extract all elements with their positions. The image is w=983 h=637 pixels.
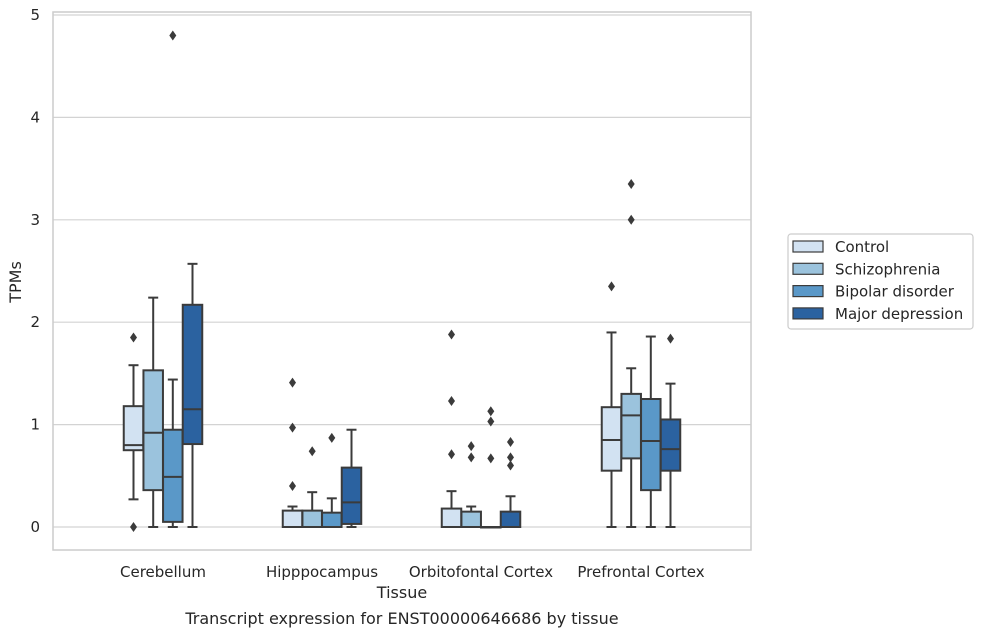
legend: Control Schizophrenia Bipolar disorder Majo… xyxy=(787,233,974,330)
legend-swatch xyxy=(792,262,824,275)
iqr-box xyxy=(301,509,323,528)
iqr-box xyxy=(142,369,164,492)
iqr-box xyxy=(281,509,304,528)
outlier-marker xyxy=(289,422,296,433)
iqr-box xyxy=(499,510,522,529)
iqr-box xyxy=(659,418,682,472)
y-tick-label: 5 xyxy=(30,6,40,24)
x-tick-labels: Cerebellum Hipppocampus Orbitofontal Corte… xyxy=(120,563,705,581)
box-major-depression-3 xyxy=(659,333,682,528)
box-control-0 xyxy=(122,332,145,532)
box-major-depression-2 xyxy=(499,437,522,529)
y-tick-label: 1 xyxy=(30,416,40,434)
outlier-marker xyxy=(448,396,455,407)
legend-swatch xyxy=(792,285,824,298)
iqr-box xyxy=(600,406,623,472)
outlier-marker xyxy=(608,281,615,292)
box-control-2 xyxy=(440,329,463,528)
box-schizophrenia-3 xyxy=(620,178,642,528)
box-major-depression-0 xyxy=(181,262,204,528)
box-control-1 xyxy=(281,377,304,528)
box-bipolar-disorder-2 xyxy=(480,406,502,529)
legend-label: Schizophrenia xyxy=(835,260,940,278)
outlier-marker xyxy=(289,481,296,492)
iqr-box xyxy=(460,510,482,529)
iqr-box xyxy=(122,405,145,452)
outlier-marker xyxy=(289,377,296,388)
y-tick-label: 3 xyxy=(30,211,40,229)
box-schizophrenia-1 xyxy=(301,446,323,528)
outlier-marker xyxy=(328,432,336,443)
x-tick-label: Prefrontal Cortex xyxy=(577,563,704,581)
box-schizophrenia-0 xyxy=(142,296,164,528)
legend-frame xyxy=(787,233,974,330)
y-tick-label: 2 xyxy=(30,313,40,331)
outlier-marker xyxy=(467,441,475,452)
outlier-marker xyxy=(448,449,455,460)
box-bipolar-disorder-0 xyxy=(162,30,184,528)
legend-label: Bipolar disorder xyxy=(835,283,955,301)
outlier-marker xyxy=(467,452,475,463)
outlier-marker xyxy=(507,460,514,471)
chart-caption: Transcript expression for ENST0000064668… xyxy=(184,609,618,628)
outlier-marker xyxy=(627,214,635,225)
y-tick-label: 0 xyxy=(30,518,40,536)
iqr-box xyxy=(181,303,204,446)
outlier-marker xyxy=(667,333,674,344)
x-tick-label: Orbitofontal Cortex xyxy=(409,563,553,581)
x-axis-title: Tissue xyxy=(376,583,427,602)
iqr-box xyxy=(640,398,662,492)
outlier-marker xyxy=(627,178,635,189)
iqr-box xyxy=(340,466,363,525)
y-tick-labels: 0 1 2 3 4 5 xyxy=(30,6,40,536)
legend-swatch xyxy=(792,240,824,253)
outlier-marker xyxy=(169,30,177,41)
legend-label: Major depression xyxy=(835,305,963,323)
legend-swatch xyxy=(792,307,824,320)
iqr-box xyxy=(321,511,343,529)
box-control-3 xyxy=(600,281,623,528)
iqr-box xyxy=(162,428,184,523)
box-bipolar-disorder-3 xyxy=(640,335,662,528)
y-tick-label: 4 xyxy=(30,108,40,126)
outlier-marker xyxy=(487,406,495,417)
plot-area-frame xyxy=(52,11,752,551)
iqr-box xyxy=(620,392,642,460)
outlier-marker xyxy=(130,522,137,532)
x-tick-label: Cerebellum xyxy=(120,563,206,581)
outlier-marker xyxy=(487,416,495,427)
outlier-marker xyxy=(487,453,495,464)
box-schizophrenia-2 xyxy=(460,441,482,529)
box-bipolar-disorder-1 xyxy=(321,432,343,529)
outlier-marker xyxy=(448,329,455,340)
outlier-marker xyxy=(507,437,514,448)
y-axis-title: TPMs xyxy=(6,261,25,304)
iqr-box xyxy=(440,507,463,528)
x-tick-label: Hipppocampus xyxy=(266,563,378,581)
outlier-marker xyxy=(308,446,316,457)
outlier-marker xyxy=(130,332,137,343)
legend-label: Control xyxy=(835,238,889,256)
boxes xyxy=(122,30,682,532)
outlier-marker xyxy=(507,452,514,463)
box-major-depression-1 xyxy=(340,428,363,528)
